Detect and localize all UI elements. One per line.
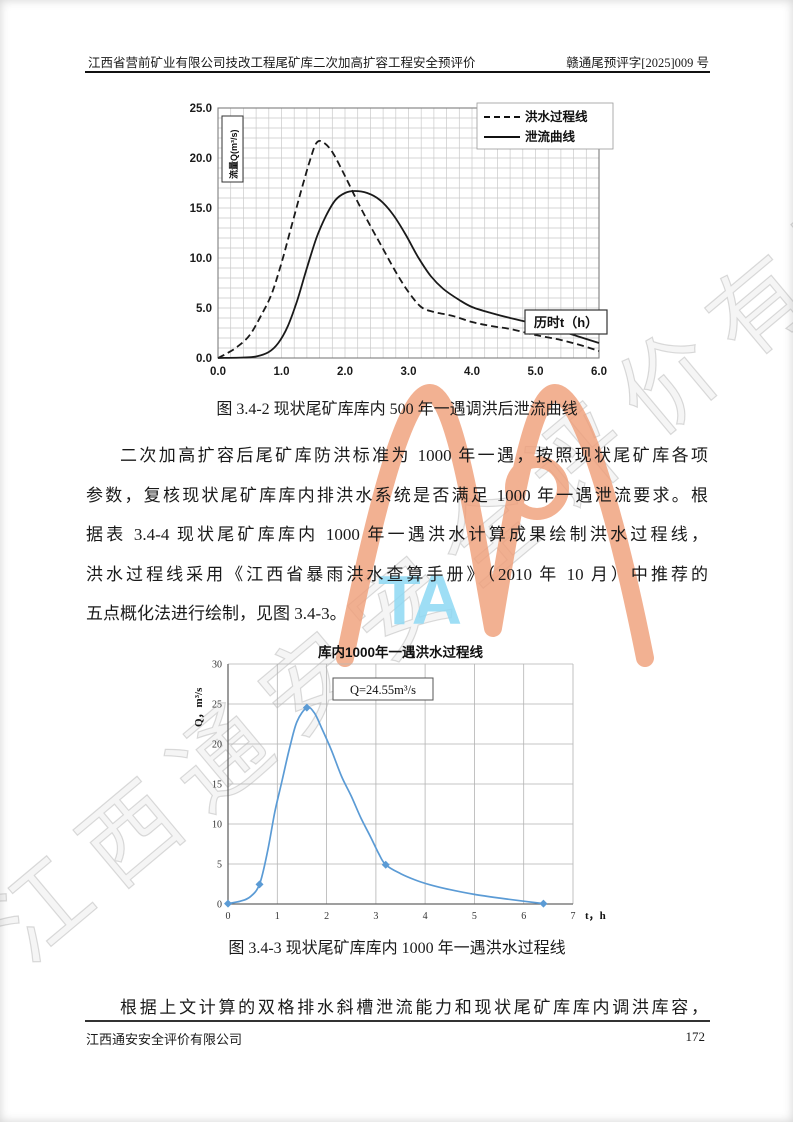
paragraph-1-line: 五点概化法进行绘制，见图 3.4-3。 (86, 604, 347, 623)
svg-text:2.0: 2.0 (337, 366, 353, 378)
chart2-series-curve (227, 706, 544, 905)
paragraph-1-line: 二次加高扩容后尾矿库防洪标准为 1000 年一遇，按照现状尾矿库各项 (120, 446, 708, 465)
chart1-plot-border (217, 107, 600, 359)
paragraph-1-line: 据表 3.4-4 现状尾矿库库内 1000 年一遇洪水计算成果绘制洪水过程线， (86, 525, 708, 544)
chart2-data-marker (302, 703, 311, 712)
chart1-series-0 (217, 139, 600, 359)
chart1-legend-box (476, 102, 614, 150)
footer-page-number: 172 (685, 1029, 706, 1044)
chart1-y-axis-label: 流量Q(m³/s) (228, 129, 239, 179)
chart1-canvas: 0.0 1.0 2.0 3.0 4.0 5.0 6.0 0.0 5.0 10.0 15.0 20.0 2… (190, 102, 614, 378)
svg-text:0.0: 0.0 (210, 366, 226, 378)
paragraph-2: 根据上文计算的双格排水斜槽泄流能力和现状尾矿库库内调洪库容， (86, 988, 708, 1028)
header-doc-number: 赣通尾预评字[2025]009 号 (566, 56, 709, 70)
header-rule (85, 71, 710, 73)
svg-text:25: 25 (212, 700, 222, 711)
svg-text:15: 15 (212, 780, 222, 791)
svg-text:1: 1 (275, 911, 280, 922)
chart1-x-axis-label: 历时t（h） (534, 315, 598, 330)
chart2-x-axis-label: t，h (585, 910, 606, 922)
chart2-annotation-box (332, 677, 434, 701)
svg-text:0.0: 0.0 (196, 353, 212, 365)
chart2-data-marker (224, 899, 232, 908)
svg-text:0: 0 (226, 911, 231, 922)
chart2-data-marker (255, 880, 264, 889)
chart2-y-axis-label: Q，m³/s (193, 687, 205, 727)
svg-text:30: 30 (212, 660, 222, 671)
chart1-y-ticks: 0.0 5.0 10.0 15.0 20.0 25.0 (190, 103, 212, 365)
svg-text:3.0: 3.0 (401, 366, 417, 378)
chart1-x-ticks: 0.0 1.0 2.0 3.0 4.0 5.0 6.0 (210, 366, 607, 378)
svg-text:15.0: 15.0 (190, 203, 212, 215)
figure-flood-hydrograph-chart: 0 1 2 3 4 5 6 7 0 5 10 15 20 25 30 库内1000年一遇洪水过程线 Q=24.5… (168, 643, 638, 940)
svg-text:4.0: 4.0 (464, 366, 480, 378)
svg-text:7: 7 (571, 911, 576, 922)
chart1-ylabel-box (221, 115, 244, 183)
svg-text:10: 10 (212, 820, 222, 831)
svg-text:6: 6 (521, 911, 526, 922)
svg-text:5.0: 5.0 (528, 366, 544, 378)
svg-text:10.0: 10.0 (190, 253, 212, 265)
chart1-xlabel-box (524, 309, 608, 335)
legend-label-flood: 洪水过程线 (525, 109, 588, 124)
svg-text:5.0: 5.0 (196, 303, 212, 315)
svg-text:0: 0 (217, 900, 222, 911)
paragraph-1: 二次加高扩容后尾矿库防洪标准为 1000 年一遇，按照现状尾矿库各项 参数，复核… (86, 436, 708, 634)
chart2-peak-annotation: Q=24.55m³/s (350, 683, 416, 697)
figure-discharge-curve-chart: 0.0 1.0 2.0 3.0 4.0 5.0 6.0 0.0 5.0 10.0 15.0 20.0 2… (176, 90, 636, 395)
svg-text:5: 5 (472, 911, 477, 922)
chart1-series-1 (217, 190, 600, 359)
svg-text:3: 3 (373, 911, 378, 922)
chart2-y-ticks: 0 5 10 15 20 25 30 (212, 660, 222, 911)
chart2-canvas: 0 1 2 3 4 5 6 7 0 5 10 15 20 25 30 库内1000年一遇洪水过程线 Q=24.5… (193, 644, 606, 922)
chart2-data-marker (381, 860, 390, 869)
svg-text:25.0: 25.0 (190, 103, 212, 115)
svg-text:20.0: 20.0 (190, 153, 212, 165)
footer-company: 江西通安安全评价有限公司 (86, 1032, 243, 1047)
legend-label-discharge: 泄流曲线 (525, 129, 576, 144)
chart2-data-marker (539, 899, 548, 908)
header-doc-title: 江西省营前矿业有限公司技改工程尾矿库二次加高扩容工程安全预评价 (88, 56, 476, 70)
figure1-caption: 图 3.4-2 现状尾矿库库内 500 年一遇调洪后泄流曲线 (216, 401, 578, 418)
paragraph-1-line: 洪水过程线采用《江西省暴雨洪水查算手册》（2010 年 10 月）中推荐的 (86, 564, 708, 584)
svg-text:20: 20 (212, 740, 222, 751)
paragraph-1-line: 参数，复核现状尾矿库库内排洪水系统是否满足 1000 年一遇泄流要求。根 (86, 485, 708, 505)
paragraph-2-line: 根据上文计算的双格排水斜槽泄流能力和现状尾矿库库内调洪库容， (120, 998, 708, 1017)
svg-text:2: 2 (324, 911, 329, 922)
svg-text:4: 4 (423, 911, 428, 922)
svg-text:6.0: 6.0 (591, 366, 607, 378)
chart2-title: 库内1000年一遇洪水过程线 (318, 644, 484, 660)
svg-text:1.0: 1.0 (274, 366, 290, 378)
footer-rule (85, 1020, 710, 1022)
chart2-x-ticks: 0 1 2 3 4 5 6 7 (226, 911, 576, 922)
figure2-caption: 图 3.4-3 现状尾矿库库内 1000 年一遇洪水过程线 (228, 940, 566, 957)
svg-text:5: 5 (217, 860, 222, 871)
